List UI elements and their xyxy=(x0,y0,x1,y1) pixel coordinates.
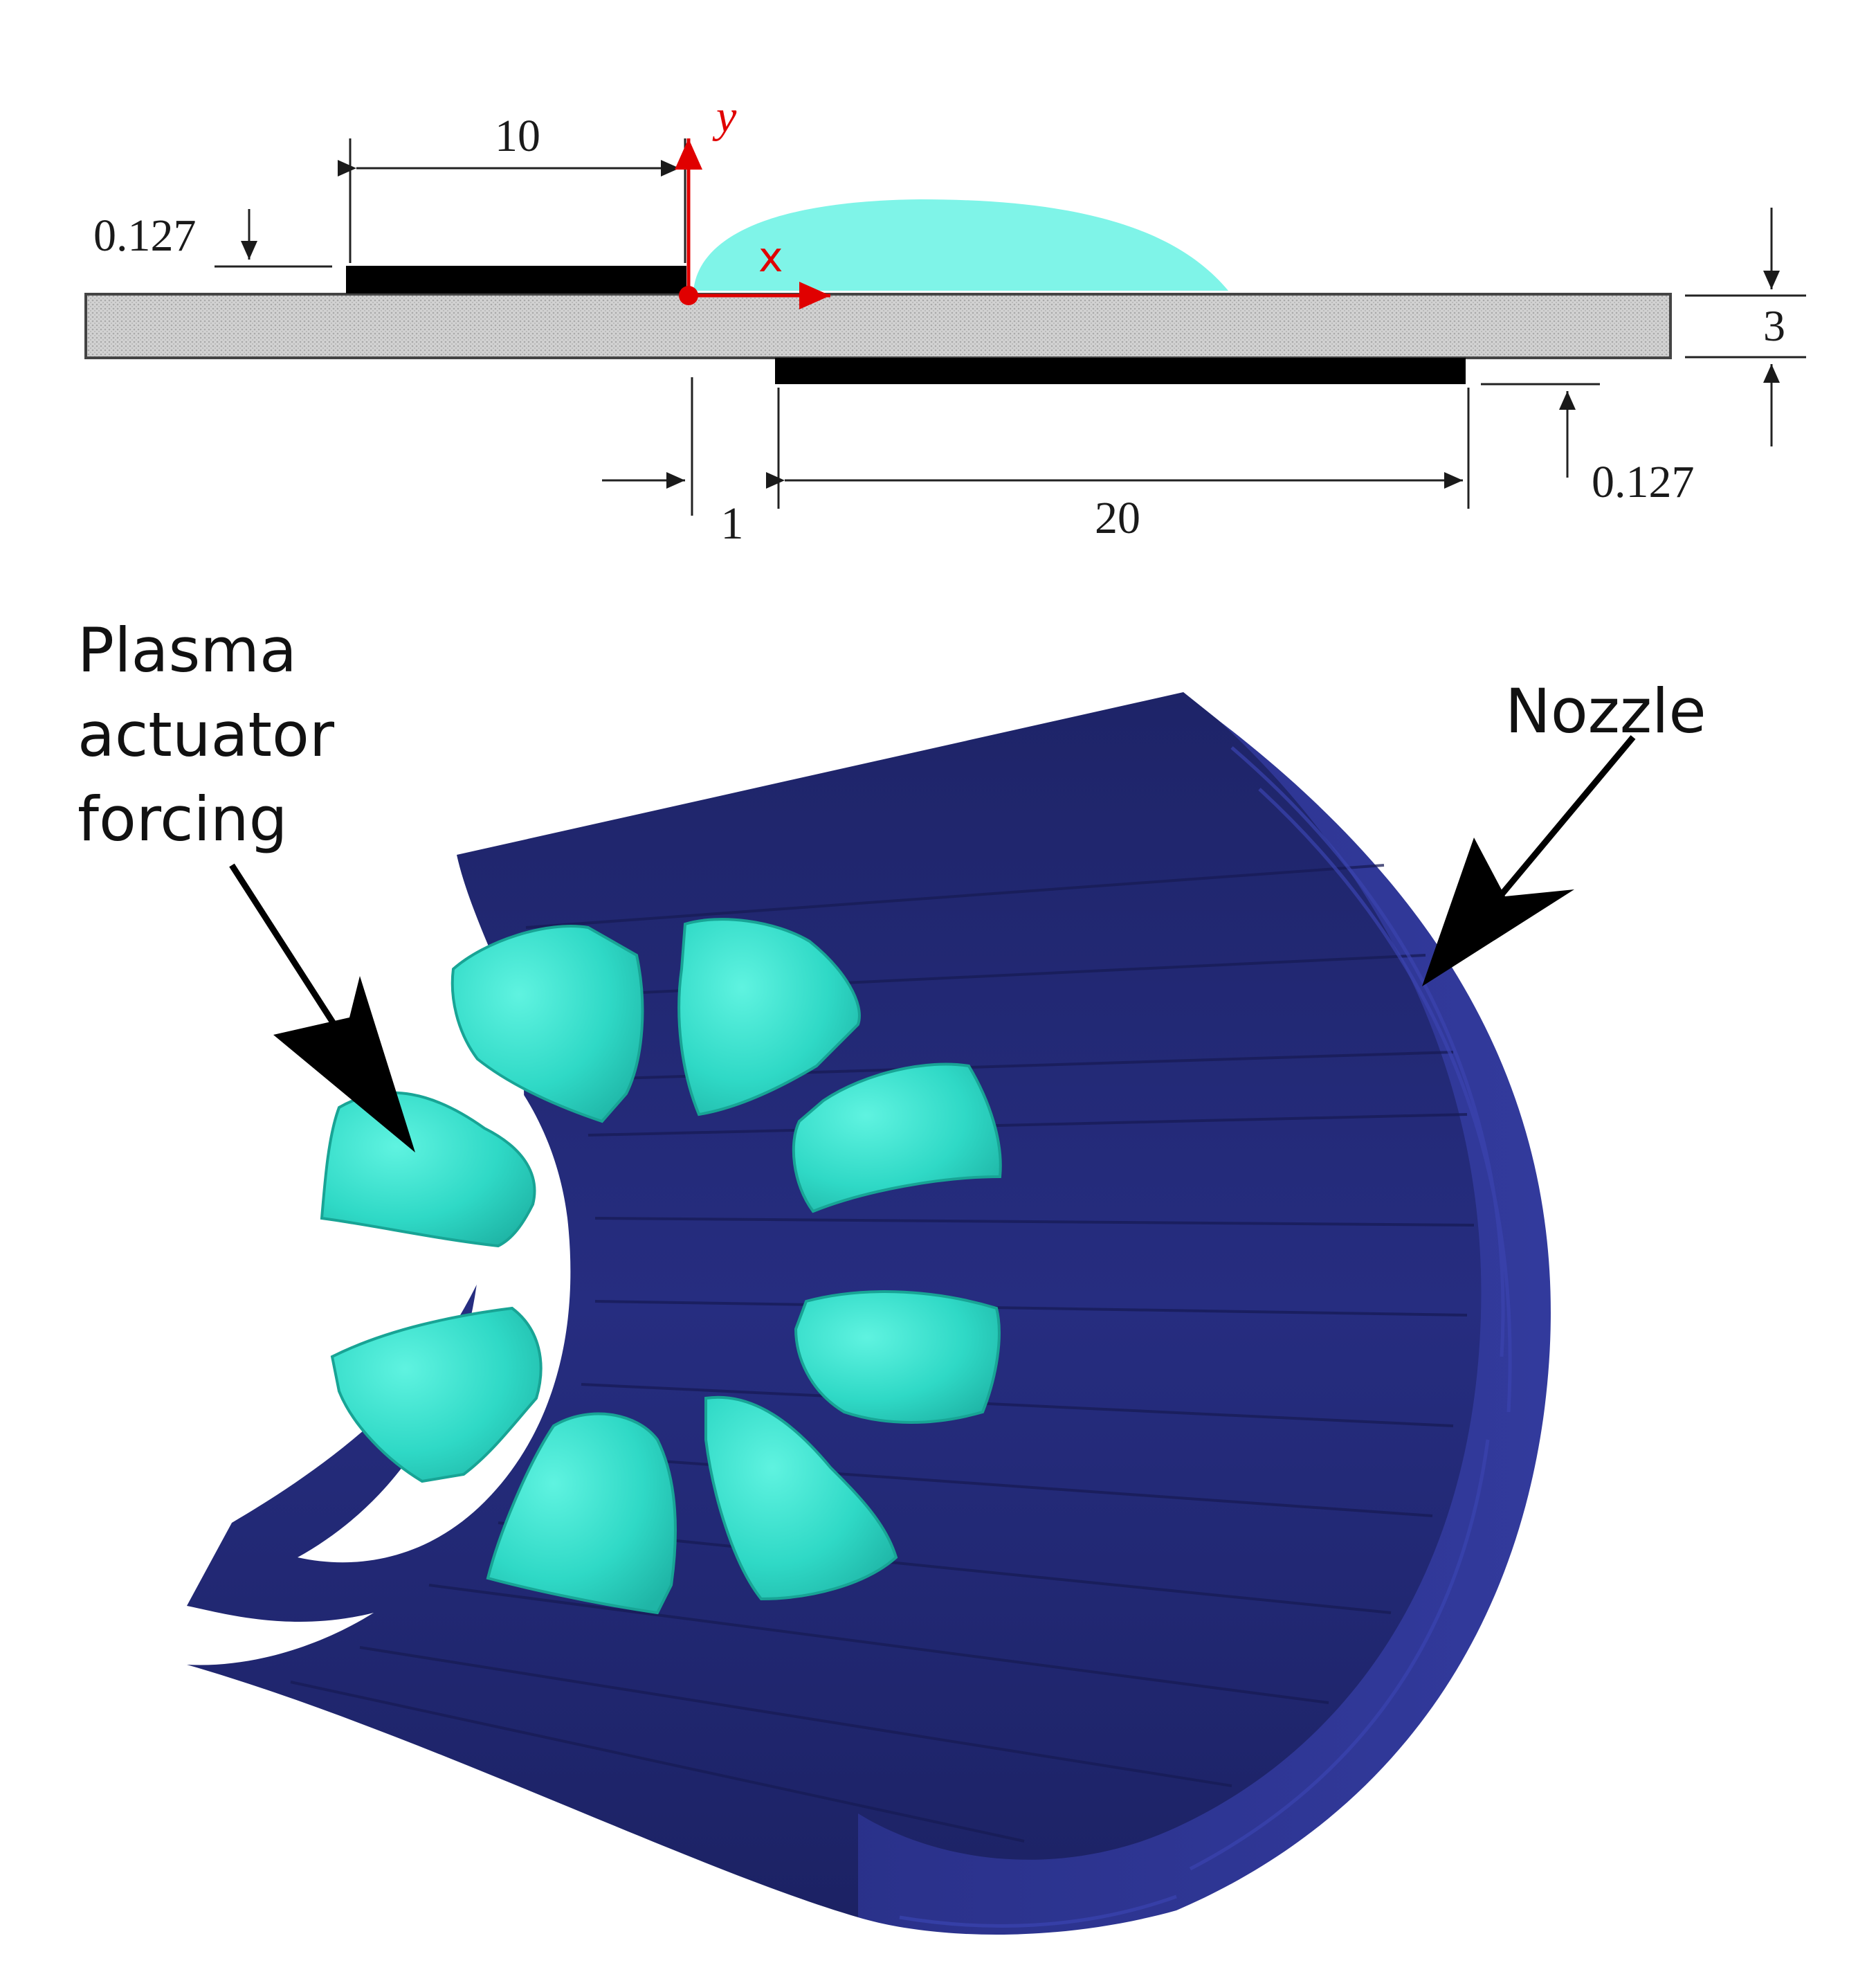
label-top-electrode-thickness: 0.127 xyxy=(93,210,197,261)
plasma-block-2 xyxy=(677,918,861,1116)
top-electrode xyxy=(346,266,686,293)
origin-point xyxy=(679,286,698,305)
actuator-schematic: 10 0.127 3 1 20 xyxy=(84,91,1806,549)
dielectric-plate xyxy=(84,293,1672,359)
plasma-block-4 xyxy=(794,1290,1001,1424)
dimension-bottom-electrode-length: 20 xyxy=(766,388,1470,543)
label-plasma-actuator-forcing-2: actuator xyxy=(78,699,335,770)
dimension-dielectric-thickness: 3 xyxy=(1685,208,1806,446)
dimension-bottom-electrode-thickness: 0.127 xyxy=(1481,383,1695,507)
nozzle-render: Plasma actuator forcing Nozzle xyxy=(78,615,1706,1935)
bottom-electrode xyxy=(775,358,1466,384)
x-axis-label: x xyxy=(758,233,783,282)
plasma-block-6 xyxy=(486,1412,677,1615)
nozzle-rim-steps xyxy=(899,746,1512,1928)
plasma-block-5 xyxy=(704,1395,898,1601)
label-gap: 1 xyxy=(721,498,744,549)
label-nozzle: Nozzle xyxy=(1505,676,1706,747)
callout-arrow-forcing xyxy=(229,863,415,1152)
callout-arrow-nozzle xyxy=(1422,735,1636,986)
plasma-region xyxy=(693,199,1228,291)
label-bottom-electrode-length: 20 xyxy=(1095,493,1140,543)
plasma-block-7 xyxy=(330,1306,543,1483)
plasma-block-1 xyxy=(450,925,644,1123)
y-axis-label: y xyxy=(712,91,737,142)
dimension-top-electrode-thickness: 0.127 xyxy=(93,209,332,268)
plasma-block-8 xyxy=(320,1091,536,1248)
label-plasma-actuator-forcing-3: forcing xyxy=(78,784,288,855)
plasma-block-3 xyxy=(792,1062,1002,1213)
label-dielectric-thickness: 3 xyxy=(1763,301,1785,350)
dimension-top-electrode-length: 10 xyxy=(338,111,686,263)
dimension-gap: 1 xyxy=(602,377,780,549)
label-bottom-electrode-thickness: 0.127 xyxy=(1592,457,1695,507)
label-top-electrode-length: 10 xyxy=(495,111,540,161)
coordinate-axes: y x xyxy=(675,91,830,309)
plasma-forcing-blocks xyxy=(320,918,1002,1615)
label-plasma-actuator-forcing-1: Plasma xyxy=(78,615,297,686)
